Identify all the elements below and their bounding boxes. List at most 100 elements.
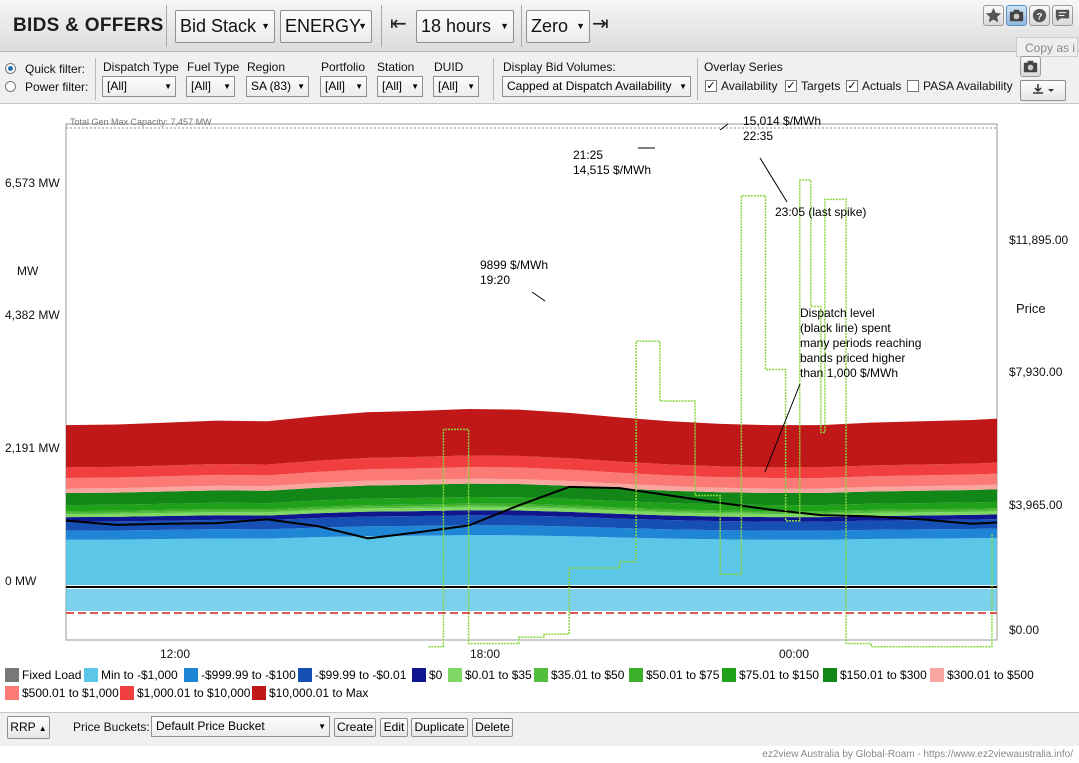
price-line	[428, 179, 993, 648]
jump-end-icon[interactable]: ⇥	[592, 13, 609, 35]
legend-swatch	[84, 668, 98, 682]
legend-item[interactable]: -$99.99 to -$0.01	[298, 668, 406, 682]
legend-item[interactable]: Min to -$1,000	[84, 668, 178, 682]
duplicate-button[interactable]: Duplicate	[411, 718, 468, 737]
legend-item[interactable]: $150.01 to $300	[823, 668, 927, 682]
power-filter-radio[interactable]	[5, 81, 16, 92]
fuel-type-dropdown[interactable]: [All] ▼	[186, 76, 235, 97]
duid-dropdown[interactable]: [All] ▼	[433, 76, 479, 97]
chevron-down-icon: ▼	[355, 82, 363, 91]
availability-checkbox[interactable]: ✓	[705, 80, 717, 92]
baseline-dropdown[interactable]: Zero ▼	[526, 10, 590, 43]
legend-swatch	[722, 668, 736, 682]
edit-button[interactable]: Edit	[380, 718, 408, 737]
capacity-label: Total Gen Max Capacity: 7,457 MW	[70, 117, 212, 127]
y-left-tick: 0 MW	[5, 574, 37, 588]
chevron-down-icon: ▼	[223, 82, 231, 91]
camera-icon	[1023, 60, 1038, 73]
legend-item[interactable]: $0.01 to $35	[448, 668, 532, 682]
bid-volumes-dropdown[interactable]: Capped at Dispatch Availability ▼	[502, 76, 691, 97]
legend-label: $35.01 to $50	[551, 668, 625, 682]
quick-filter-radio[interactable]	[5, 63, 16, 74]
export-button[interactable]	[1020, 80, 1066, 101]
band-2	[66, 525, 997, 540]
svg-text:?: ?	[1037, 11, 1043, 22]
chevron-down-icon: ▼	[164, 82, 172, 91]
caret-up-icon: ▲	[38, 724, 47, 733]
bid-stack-chart[interactable]	[0, 104, 1079, 662]
legend-item[interactable]: $500.01 to $1,000	[5, 686, 119, 700]
legend-item[interactable]: $50.01 to $75	[629, 668, 719, 682]
pasa-availability-checkbox[interactable]	[907, 80, 919, 92]
legend-label: $0.01 to $35	[465, 668, 532, 682]
chevron-down-icon: ▼	[679, 82, 687, 91]
legend-swatch	[412, 668, 426, 682]
legend-item[interactable]: $1,000.01 to $10,000	[120, 686, 250, 700]
band-5	[66, 506, 997, 518]
create-button[interactable]: Create	[334, 718, 376, 737]
station-label: Station	[377, 60, 415, 74]
legend-item[interactable]: $75.01 to $150	[722, 668, 819, 682]
camera-button[interactable]	[1006, 5, 1027, 26]
legend-item[interactable]: $0	[412, 668, 442, 682]
annotation-2125: 21:25 14,515 $/MWh	[573, 148, 652, 177]
legend-label: $300.01 to $500	[947, 668, 1034, 682]
legend-label: Fixed Load	[22, 668, 82, 682]
chevron-down-icon: ▼	[297, 82, 305, 91]
y-left-axis-label: MW	[17, 264, 39, 278]
y-right-tick: $0.00	[1009, 623, 1040, 637]
portfolio-dropdown[interactable]: [All] ▼	[320, 76, 367, 97]
x-tick: 00:00	[779, 647, 810, 661]
region-dropdown[interactable]: SA (83) ▼	[246, 76, 309, 97]
rrp-button[interactable]: RRP ▲	[7, 716, 50, 739]
chevron-down-icon: ▼	[500, 21, 509, 31]
legend-swatch	[120, 686, 134, 700]
snapshot-button[interactable]	[1020, 56, 1041, 77]
price-buckets-label: Price Buckets:	[73, 720, 150, 734]
legend-item[interactable]: $35.01 to $50	[534, 668, 624, 682]
chevron-down-icon: ▼	[358, 21, 367, 31]
jump-start-icon[interactable]: ⇤	[390, 13, 407, 35]
legend-swatch	[5, 686, 19, 700]
dispatch-type-label: Dispatch Type	[103, 60, 179, 74]
legend-item[interactable]: $300.01 to $500	[930, 668, 1034, 682]
dispatch-type-dropdown[interactable]: [All] ▼	[102, 76, 176, 97]
range-dropdown[interactable]: 18 hours ▼	[416, 10, 514, 43]
region-label: Region	[247, 60, 286, 74]
legend-label: $500.01 to $1,000	[22, 686, 119, 700]
favourite-button[interactable]	[983, 5, 1004, 26]
market-dropdown[interactable]: ENERGY ▼	[280, 10, 372, 43]
legend-label: $1,000.01 to $10,000	[137, 686, 251, 700]
targets-checkbox[interactable]: ✓	[785, 80, 797, 92]
legend-swatch	[930, 668, 944, 682]
band-6	[66, 505, 997, 515]
annotation-peak: 15,014 $/MWh 22:35	[743, 114, 822, 143]
y-left-tick: 4,382 MW	[5, 308, 60, 322]
legend-item[interactable]: -$999.99 to -$100	[184, 668, 296, 682]
y-left-tick: 6,573 MW	[5, 176, 60, 190]
band-12	[66, 455, 997, 478]
y-right-tick: $3,965.00	[1009, 498, 1063, 512]
comment-button[interactable]	[1052, 5, 1073, 26]
legend-label: -$99.99 to -$0.01	[315, 668, 407, 682]
chevron-down-icon: ▼	[467, 82, 475, 91]
help-button[interactable]: ?	[1029, 5, 1050, 26]
view-dropdown[interactable]: Bid Stack ▼	[175, 10, 275, 43]
band-11	[66, 467, 997, 489]
divider	[521, 5, 522, 47]
actuals-checkbox[interactable]: ✓	[846, 80, 858, 92]
chevron-down-icon: ▼	[576, 21, 585, 31]
legend-item[interactable]: Fixed Load	[5, 668, 81, 682]
station-dropdown[interactable]: [All] ▼	[377, 76, 423, 97]
legend-item[interactable]: $10,000.01 to Max	[252, 686, 368, 700]
band-3	[66, 515, 997, 531]
delete-button[interactable]: Delete	[472, 718, 513, 737]
star-icon	[985, 7, 1002, 23]
chevron-down-icon: ▼	[318, 722, 326, 731]
x-tick: 18:00	[470, 647, 501, 661]
duid-label: DUID	[434, 60, 464, 74]
comment-icon	[1055, 9, 1070, 22]
price-bucket-dropdown[interactable]: Default Price Bucket ▼	[151, 716, 330, 737]
band-9	[66, 483, 997, 506]
